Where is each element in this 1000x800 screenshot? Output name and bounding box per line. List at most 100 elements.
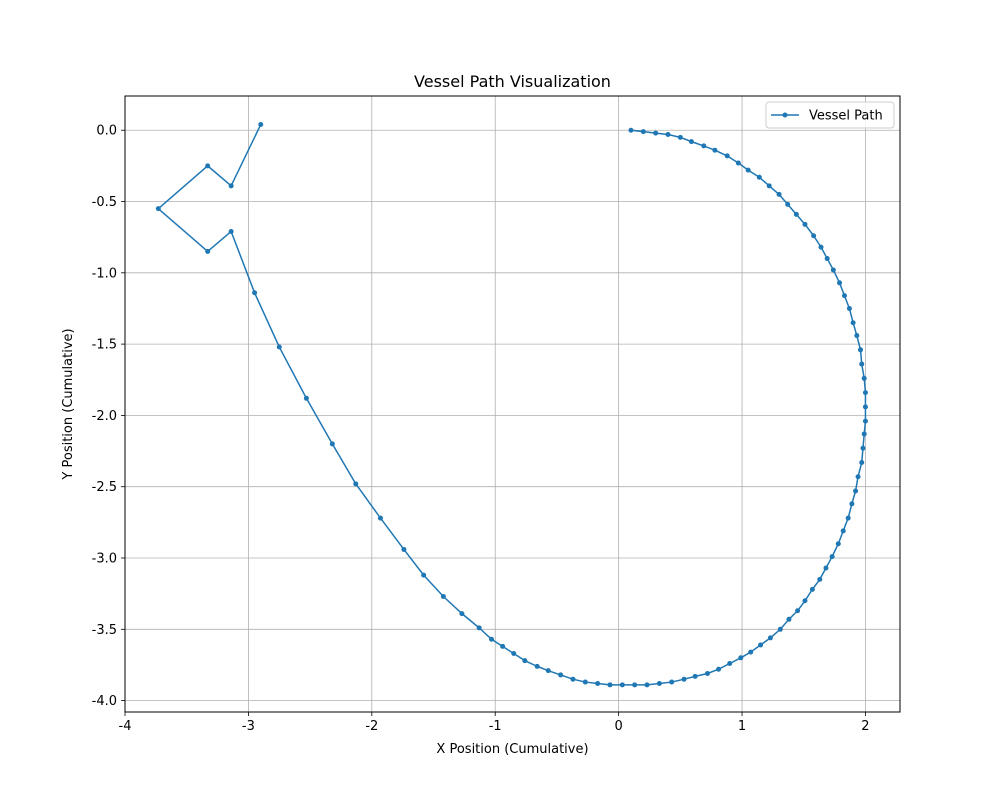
data-point [727, 661, 733, 667]
data-point [628, 127, 634, 133]
data-point [558, 672, 564, 678]
legend: Vessel Path [765, 101, 895, 129]
x-tick-label: -4 [119, 719, 132, 734]
data-point [854, 333, 860, 339]
legend-box [765, 101, 895, 129]
data-point [748, 649, 754, 655]
data-point [677, 134, 683, 140]
data-point [861, 375, 867, 381]
data-point [303, 395, 309, 401]
data-point [855, 474, 861, 480]
data-point [862, 418, 868, 424]
x-tick-label: -1 [489, 719, 502, 734]
y-axis-title: Y Position (Cumulative) [61, 328, 76, 480]
data-point [724, 153, 730, 159]
data-point [401, 546, 407, 552]
data-point [817, 576, 823, 582]
data-point [777, 626, 783, 632]
data-point [850, 320, 856, 326]
data-point [377, 515, 383, 521]
data-point [681, 676, 687, 682]
series-layer [155, 122, 868, 688]
data-point [818, 244, 824, 250]
x-axis-title: X Position (Cumulative) [436, 742, 588, 757]
data-point [829, 554, 835, 560]
data-point [841, 293, 847, 299]
data-point [845, 515, 851, 521]
data-point [353, 481, 359, 487]
ticks: -4 -3 -2 -1 0 1 2 0.0 -0.5 -1.0 -1.5 -2.0 -2.5 -3.0 -3… [92, 124, 870, 734]
plot-frame [124, 95, 901, 713]
data-point [228, 228, 234, 234]
data-point [632, 682, 638, 688]
data-point [809, 586, 815, 592]
data-point [862, 404, 868, 410]
data-point [823, 565, 829, 571]
y-tick-label: -1.5 [92, 338, 117, 353]
data-point [644, 682, 650, 688]
data-point [704, 671, 710, 676]
data-point [738, 655, 744, 661]
data-point [522, 658, 528, 664]
data-point [859, 459, 865, 465]
data-point [669, 679, 675, 685]
data-point [595, 680, 601, 686]
data-point [205, 163, 211, 169]
data-point [846, 305, 852, 311]
data-point [835, 541, 841, 547]
x-tick-label: 0 [614, 719, 622, 734]
data-point [252, 290, 258, 296]
data-point [619, 682, 625, 688]
data-point [860, 445, 866, 451]
data-point [840, 528, 846, 534]
data-point [861, 431, 867, 437]
data-point [155, 206, 161, 212]
data-point [476, 625, 482, 631]
y-tick-label: -1.0 [92, 266, 117, 281]
data-point [795, 608, 801, 614]
data-point [859, 361, 865, 367]
grid [124, 96, 900, 712]
data-point [786, 616, 792, 622]
data-point [701, 143, 707, 149]
data-point [329, 441, 335, 447]
data-point [489, 636, 495, 642]
data-point [776, 191, 782, 197]
data-point [756, 174, 762, 180]
data-point [767, 635, 773, 641]
y-tick-label: -2.5 [92, 480, 117, 495]
data-point [570, 676, 576, 682]
y-tick-label: -0.5 [92, 195, 117, 210]
data-point [785, 201, 791, 207]
data-point [824, 256, 830, 262]
data-point [653, 130, 659, 136]
data-point [459, 611, 465, 617]
data-point [440, 594, 446, 599]
data-point [712, 147, 718, 153]
data-point [758, 642, 764, 648]
data-point [802, 598, 808, 604]
x-tick-label: -2 [365, 719, 378, 734]
chart-title: Vessel Path Visualization [414, 72, 611, 91]
data-point [421, 572, 427, 578]
data-point [640, 129, 646, 135]
data-point [692, 673, 698, 679]
data-point [228, 183, 234, 189]
data-point [858, 347, 864, 353]
data-point [534, 663, 540, 669]
data-point [745, 167, 751, 173]
data-point [511, 651, 517, 657]
data-point [862, 390, 868, 396]
data-point [735, 160, 741, 166]
x-tick-label: 1 [738, 719, 746, 734]
data-point [500, 643, 506, 649]
data-point [205, 248, 211, 254]
data-point [607, 682, 613, 688]
legend-marker-swatch [782, 112, 788, 118]
y-tick-label: -2.0 [92, 409, 117, 424]
data-point [665, 132, 671, 137]
data-point [582, 679, 588, 685]
data-point [849, 501, 855, 507]
